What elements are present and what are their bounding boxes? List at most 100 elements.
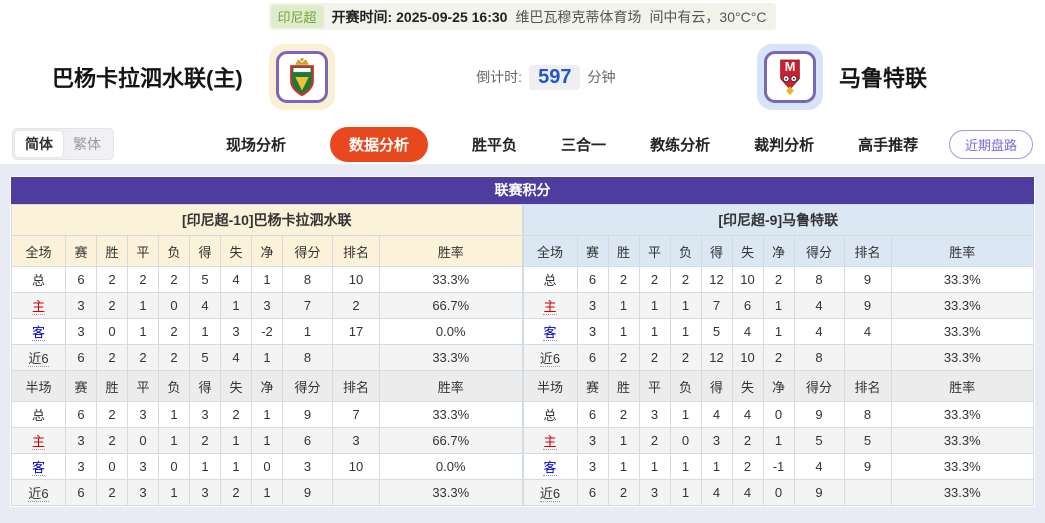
tab-data-analysis[interactable]: 数据分析 <box>330 126 429 162</box>
table-cell: 4 <box>220 344 252 371</box>
lang-simplified-button[interactable]: 简体 <box>15 131 63 157</box>
table-cell: 4 <box>700 401 733 428</box>
table-cell <box>332 479 380 506</box>
table-cell: 17 <box>332 318 380 345</box>
table-cell: 3 <box>282 453 333 480</box>
table-cell: 9 <box>843 453 892 480</box>
tab-expert-picks[interactable]: 高手推荐 <box>858 136 919 154</box>
table-cell: 33.3% <box>379 401 523 428</box>
table-cell: 3 <box>189 479 221 506</box>
table-row: 总 6 2 3 1 4 4 0 9 8 33.3% <box>522 401 1034 428</box>
column-header: 负 <box>669 370 702 402</box>
row-label: 主 <box>522 427 578 454</box>
column-header: 平 <box>127 370 159 402</box>
table-cell: 4 <box>793 453 845 480</box>
row-label: 主 <box>11 292 66 319</box>
table-cell: 1 <box>638 292 671 319</box>
table-cell: 1 <box>127 292 159 319</box>
table-cell <box>332 344 380 371</box>
table-cell: 33.3% <box>379 266 523 293</box>
row-label-text: 总 <box>31 273 45 288</box>
column-header: 胜 <box>96 235 128 267</box>
table-cell: 1 <box>251 479 283 506</box>
table-cell: 1 <box>607 427 640 454</box>
league-badge[interactable]: 印尼超 <box>270 5 324 28</box>
table-cell: 2 <box>127 344 159 371</box>
column-header: 平 <box>127 235 159 267</box>
table-cell: 9 <box>843 266 892 293</box>
weather-info: 间中有云，30°C°C <box>649 8 767 25</box>
lang-traditional-button[interactable]: 繁体 <box>73 136 101 152</box>
table-cell: 2 <box>762 266 795 293</box>
table-cell: 2 <box>762 344 795 371</box>
column-header: 得 <box>189 235 221 267</box>
table-cell: 1 <box>638 453 671 480</box>
table-cell: 2 <box>669 344 702 371</box>
table-row: 客 3 0 1 2 1 3 -2 1 17 0.0% <box>11 318 523 345</box>
table-cell: 2 <box>669 266 702 293</box>
table-cell: 3 <box>65 292 97 319</box>
row-label: 近6 <box>522 344 578 371</box>
row-label-text: 近6 <box>539 486 561 502</box>
table-cell: 1 <box>669 401 702 428</box>
table-cell: 33.3% <box>890 344 1034 371</box>
table-cell: 6 <box>731 292 764 319</box>
table-cell: 12 <box>700 266 733 293</box>
table-cell: 1 <box>762 427 795 454</box>
row-label-text: 总 <box>543 408 557 423</box>
column-header: 平 <box>638 370 671 402</box>
column-header: 净 <box>762 370 795 402</box>
row-label-text: 主 <box>543 434 557 450</box>
tab-win-draw-lose[interactable]: 胜平负 <box>472 136 518 154</box>
column-header: 负 <box>158 235 190 267</box>
table-cell: 9 <box>282 479 333 506</box>
column-header: 胜率 <box>379 370 523 402</box>
home-team-logo[interactable] <box>268 44 335 110</box>
table-cell: 0 <box>127 427 159 454</box>
table-cell: 33.3% <box>890 427 1034 454</box>
content-area: 联赛积分 [印尼超-10]巴杨卡拉泗水联 全场赛胜平负得失净得分 排名 胜率总 6 2 2 2… <box>0 165 1045 523</box>
table-cell: 3 <box>220 318 252 345</box>
table-cell: 2 <box>731 453 764 480</box>
row-label: 主 <box>522 292 578 319</box>
column-header: 得分 <box>282 235 333 267</box>
team-title-row: [印尼超-10]巴杨卡拉泗水联 <box>11 204 523 236</box>
match-header: 巴杨卡拉泗水联(主) 倒计时: 597 分钟 M <box>0 30 1045 124</box>
table-cell: 3 <box>638 401 671 428</box>
table-cell: 2 <box>96 479 128 506</box>
column-header: 胜 <box>607 370 640 402</box>
countdown: 倒计时: 597 分钟 <box>476 64 615 90</box>
home-team-crest-icon <box>275 51 328 103</box>
table-cell: 3 <box>700 427 733 454</box>
table-cell: 2 <box>220 401 252 428</box>
tab-live-analysis[interactable]: 现场分析 <box>226 136 287 154</box>
table-cell: 2 <box>96 427 128 454</box>
recent-odds-button[interactable]: 近期盘路 <box>948 129 1033 159</box>
column-header: 胜 <box>96 370 128 402</box>
table-cell: 33.3% <box>379 344 523 371</box>
table-cell: 10 <box>332 266 380 293</box>
tab-referee-analysis[interactable]: 裁判分析 <box>754 136 815 154</box>
table-cell: 3 <box>127 479 159 506</box>
table-cell: 7 <box>282 292 333 319</box>
table-row: 总 6 2 3 1 3 2 1 9 7 33.3% <box>11 401 523 428</box>
tab-three-in-one[interactable]: 三合一 <box>561 136 607 154</box>
away-team-logo[interactable]: M <box>756 44 823 110</box>
table-cell: 1 <box>127 318 159 345</box>
table-cell: 0 <box>96 318 128 345</box>
table-row: 近6 6 2 3 1 4 4 0 9 33.3% <box>522 479 1034 506</box>
table-cell: 6 <box>576 479 609 506</box>
column-header-row: 全场赛胜平负得失净得分 排名 胜率 <box>11 235 523 267</box>
table-cell: 33.3% <box>890 453 1034 480</box>
team-title: [印尼超-10]巴杨卡拉泗水联 <box>11 204 523 236</box>
kickoff-label: 开赛时间: <box>331 8 393 25</box>
table-cell: 2 <box>731 427 764 454</box>
table-cell: 1 <box>251 344 283 371</box>
table-cell: 9 <box>843 292 892 319</box>
language-toggle[interactable]: 简体 繁体 <box>12 128 114 160</box>
table-cell: 4 <box>731 479 764 506</box>
tab-coach-analysis[interactable]: 教练分析 <box>650 136 711 154</box>
table-row: 近6 6 2 2 2 5 4 1 8 33.3% <box>11 344 523 371</box>
table-cell <box>843 344 892 371</box>
table-cell: 10 <box>731 266 764 293</box>
